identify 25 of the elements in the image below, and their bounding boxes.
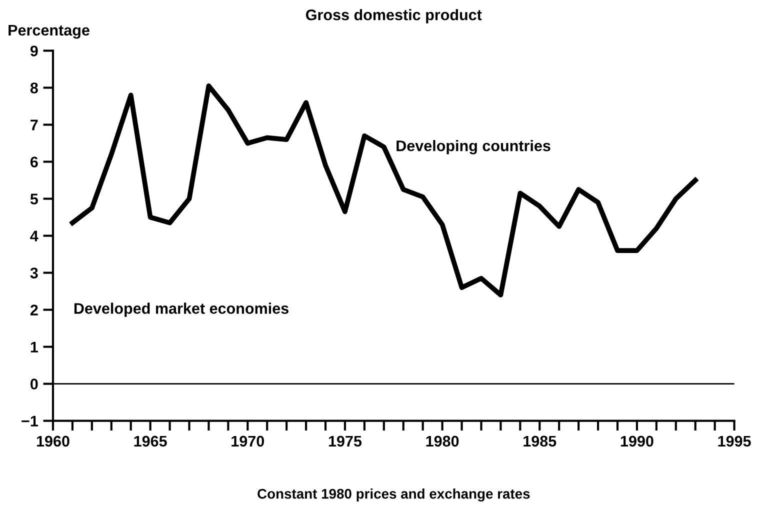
y-tick-label: 9 xyxy=(30,46,38,56)
chart-title: Gross domestic product xyxy=(306,9,482,24)
y-tick-label: 7 xyxy=(30,120,38,130)
y-tick-label: 4 xyxy=(30,230,38,242)
x-tick-label: 1965 xyxy=(134,436,167,447)
x-tick-label: 1990 xyxy=(620,436,654,447)
x-axis-title: Constant 1980 prices and exchange rates xyxy=(258,488,530,502)
y-tick-label: 8 xyxy=(30,82,38,94)
y-tick-label: 5 xyxy=(30,194,38,204)
y-tick-label: −1 xyxy=(22,416,38,426)
y-tick-label: 2 xyxy=(30,304,38,316)
y-tick-label: 0 xyxy=(30,378,38,390)
x-tick-label: 1970 xyxy=(232,436,264,447)
x-tick-label: 1995 xyxy=(718,436,751,447)
x-tick-label: 1960 xyxy=(36,436,70,447)
line-series xyxy=(70,83,698,298)
series-label: Developing countries xyxy=(396,140,550,154)
y-axis-title: Percentage xyxy=(8,24,90,39)
x-tick-label: 1980 xyxy=(426,436,459,447)
y-tick-label: 3 xyxy=(30,268,38,278)
annotation: Developed market economies xyxy=(74,302,288,317)
y-tick-label: 1 xyxy=(30,342,38,352)
y-tick-label: 6 xyxy=(30,156,38,168)
x-tick-label: 1975 xyxy=(328,436,362,447)
x-tick-label: 1985 xyxy=(524,436,556,447)
